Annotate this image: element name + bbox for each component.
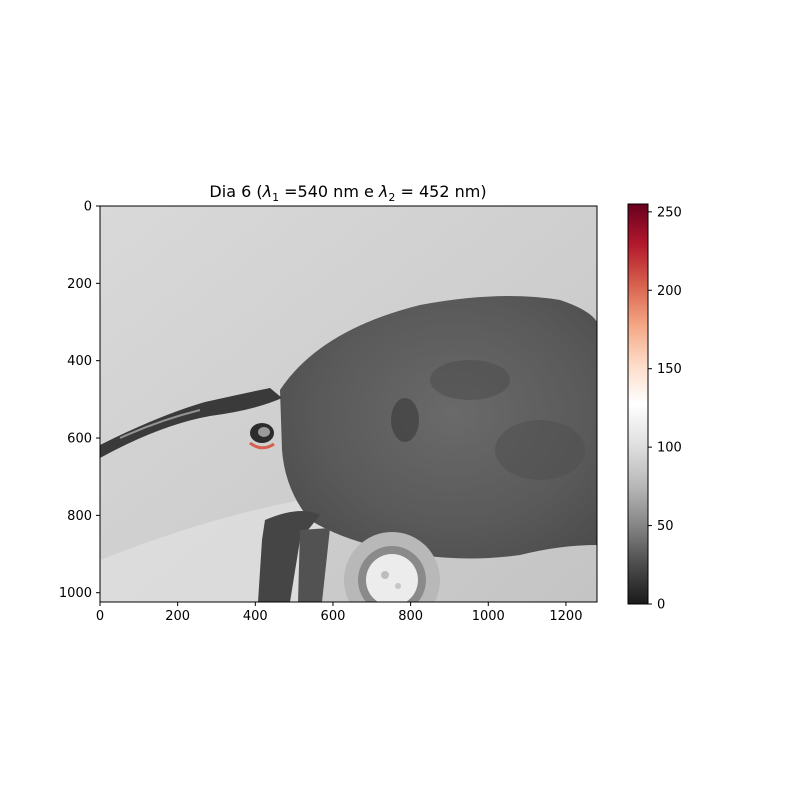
y-tick-label: 400 [67,354,92,369]
colorbar [627,203,649,605]
x-tick-label: 0 [96,609,104,624]
y-tick-label: 800 [67,509,92,524]
x-tick-label: 800 [398,609,423,624]
colorbar-tick-label: 50 [657,519,674,534]
y-axis: 0 200 400 600 800 1000 [59,200,100,601]
x-axis: 0 200 400 600 800 1000 1200 [96,602,582,624]
y-tick-label: 0 [84,200,92,215]
colorbar-tick-label: 150 [657,362,682,377]
chart-title: Dia 6 (λ1 =540 nm e λ2 = 452 nm) [209,182,486,204]
colorbar-tick-label: 0 [657,598,665,613]
x-tick-label: 600 [321,609,346,624]
x-tick-label: 1200 [549,609,582,624]
colorbar-tick-label: 250 [657,205,682,220]
heatmap-image [100,206,597,602]
colorbar-axis: 0 50 100 150 200 250 [648,205,682,613]
x-tick-label: 200 [165,609,190,624]
y-tick-label: 1000 [59,586,92,601]
x-tick-label: 400 [243,609,268,624]
y-tick-label: 600 [67,432,92,447]
colorbar-tick-label: 100 [657,441,682,456]
y-tick-label: 200 [67,277,92,292]
colorbar-tick-label: 200 [657,284,682,299]
x-tick-label: 1000 [472,609,505,624]
plot-frame [99,205,598,603]
